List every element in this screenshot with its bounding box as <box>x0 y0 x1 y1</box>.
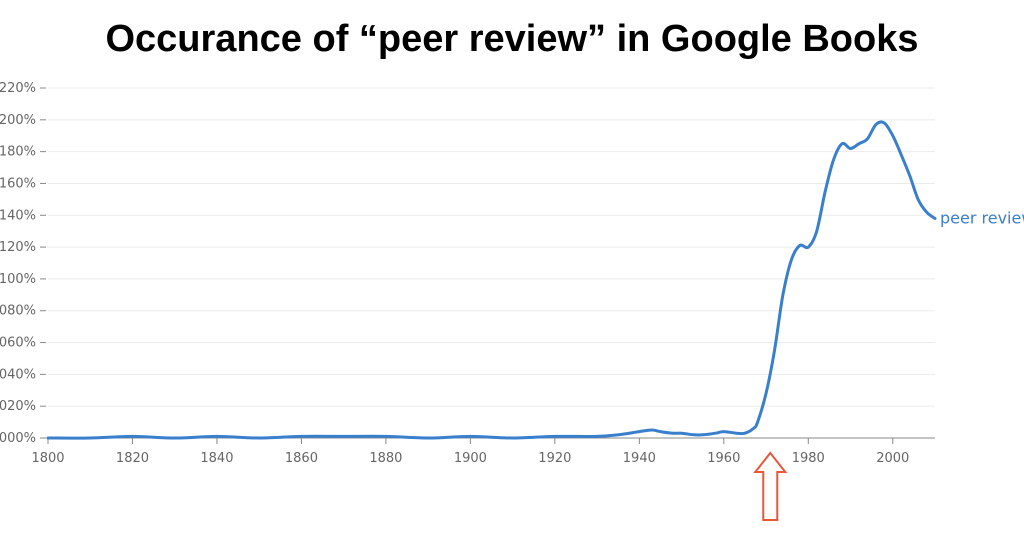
x-tick-label: 1940 <box>623 451 656 466</box>
series-line <box>46 120 937 440</box>
x-tick-label: 1880 <box>369 451 402 466</box>
x-tick-label: 2000 <box>876 451 909 466</box>
x-tick-label: 1800 <box>31 451 64 466</box>
annotations <box>753 451 788 521</box>
x-tick-label: 1920 <box>538 451 571 466</box>
series-group: peer review <box>46 120 1024 440</box>
y-tick-label: .180% <box>0 145 36 160</box>
x-tick-label: 1900 <box>454 451 487 466</box>
y-tick-label: .080% <box>0 304 36 319</box>
y-tick-label: .160% <box>0 176 36 191</box>
x-tick-label: 1980 <box>792 451 825 466</box>
y-tick-label: .000% <box>0 431 36 446</box>
y-tick-label: .120% <box>0 240 36 255</box>
x-tick-label: 1860 <box>285 451 318 466</box>
x-tick-label: 1820 <box>116 451 149 466</box>
annotation-arrow <box>753 451 788 521</box>
y-tick-label: .140% <box>0 208 36 223</box>
y-tick-label: .040% <box>0 367 36 382</box>
series-label: peer review <box>940 208 1024 227</box>
chart-title: Occurance of “peer review” in Google Boo… <box>105 18 919 60</box>
x-tick-label: 1840 <box>200 451 233 466</box>
y-tick-label: .020% <box>0 399 36 414</box>
x-axis: 1800 1820 1840 1860 1880 1900 1920 1940 1960 1980… <box>31 438 909 466</box>
y-tick-label: .100% <box>0 272 36 287</box>
y-tick-label: .060% <box>0 336 36 351</box>
y-tick-label: .200% <box>0 113 36 128</box>
gridlines <box>48 87 935 407</box>
y-tick-label: .220% <box>0 81 36 96</box>
x-tick-label: 1960 <box>707 451 740 466</box>
y-axis: .000% .020% .040% .060% .080% .100% .120% .140%… <box>0 81 46 446</box>
